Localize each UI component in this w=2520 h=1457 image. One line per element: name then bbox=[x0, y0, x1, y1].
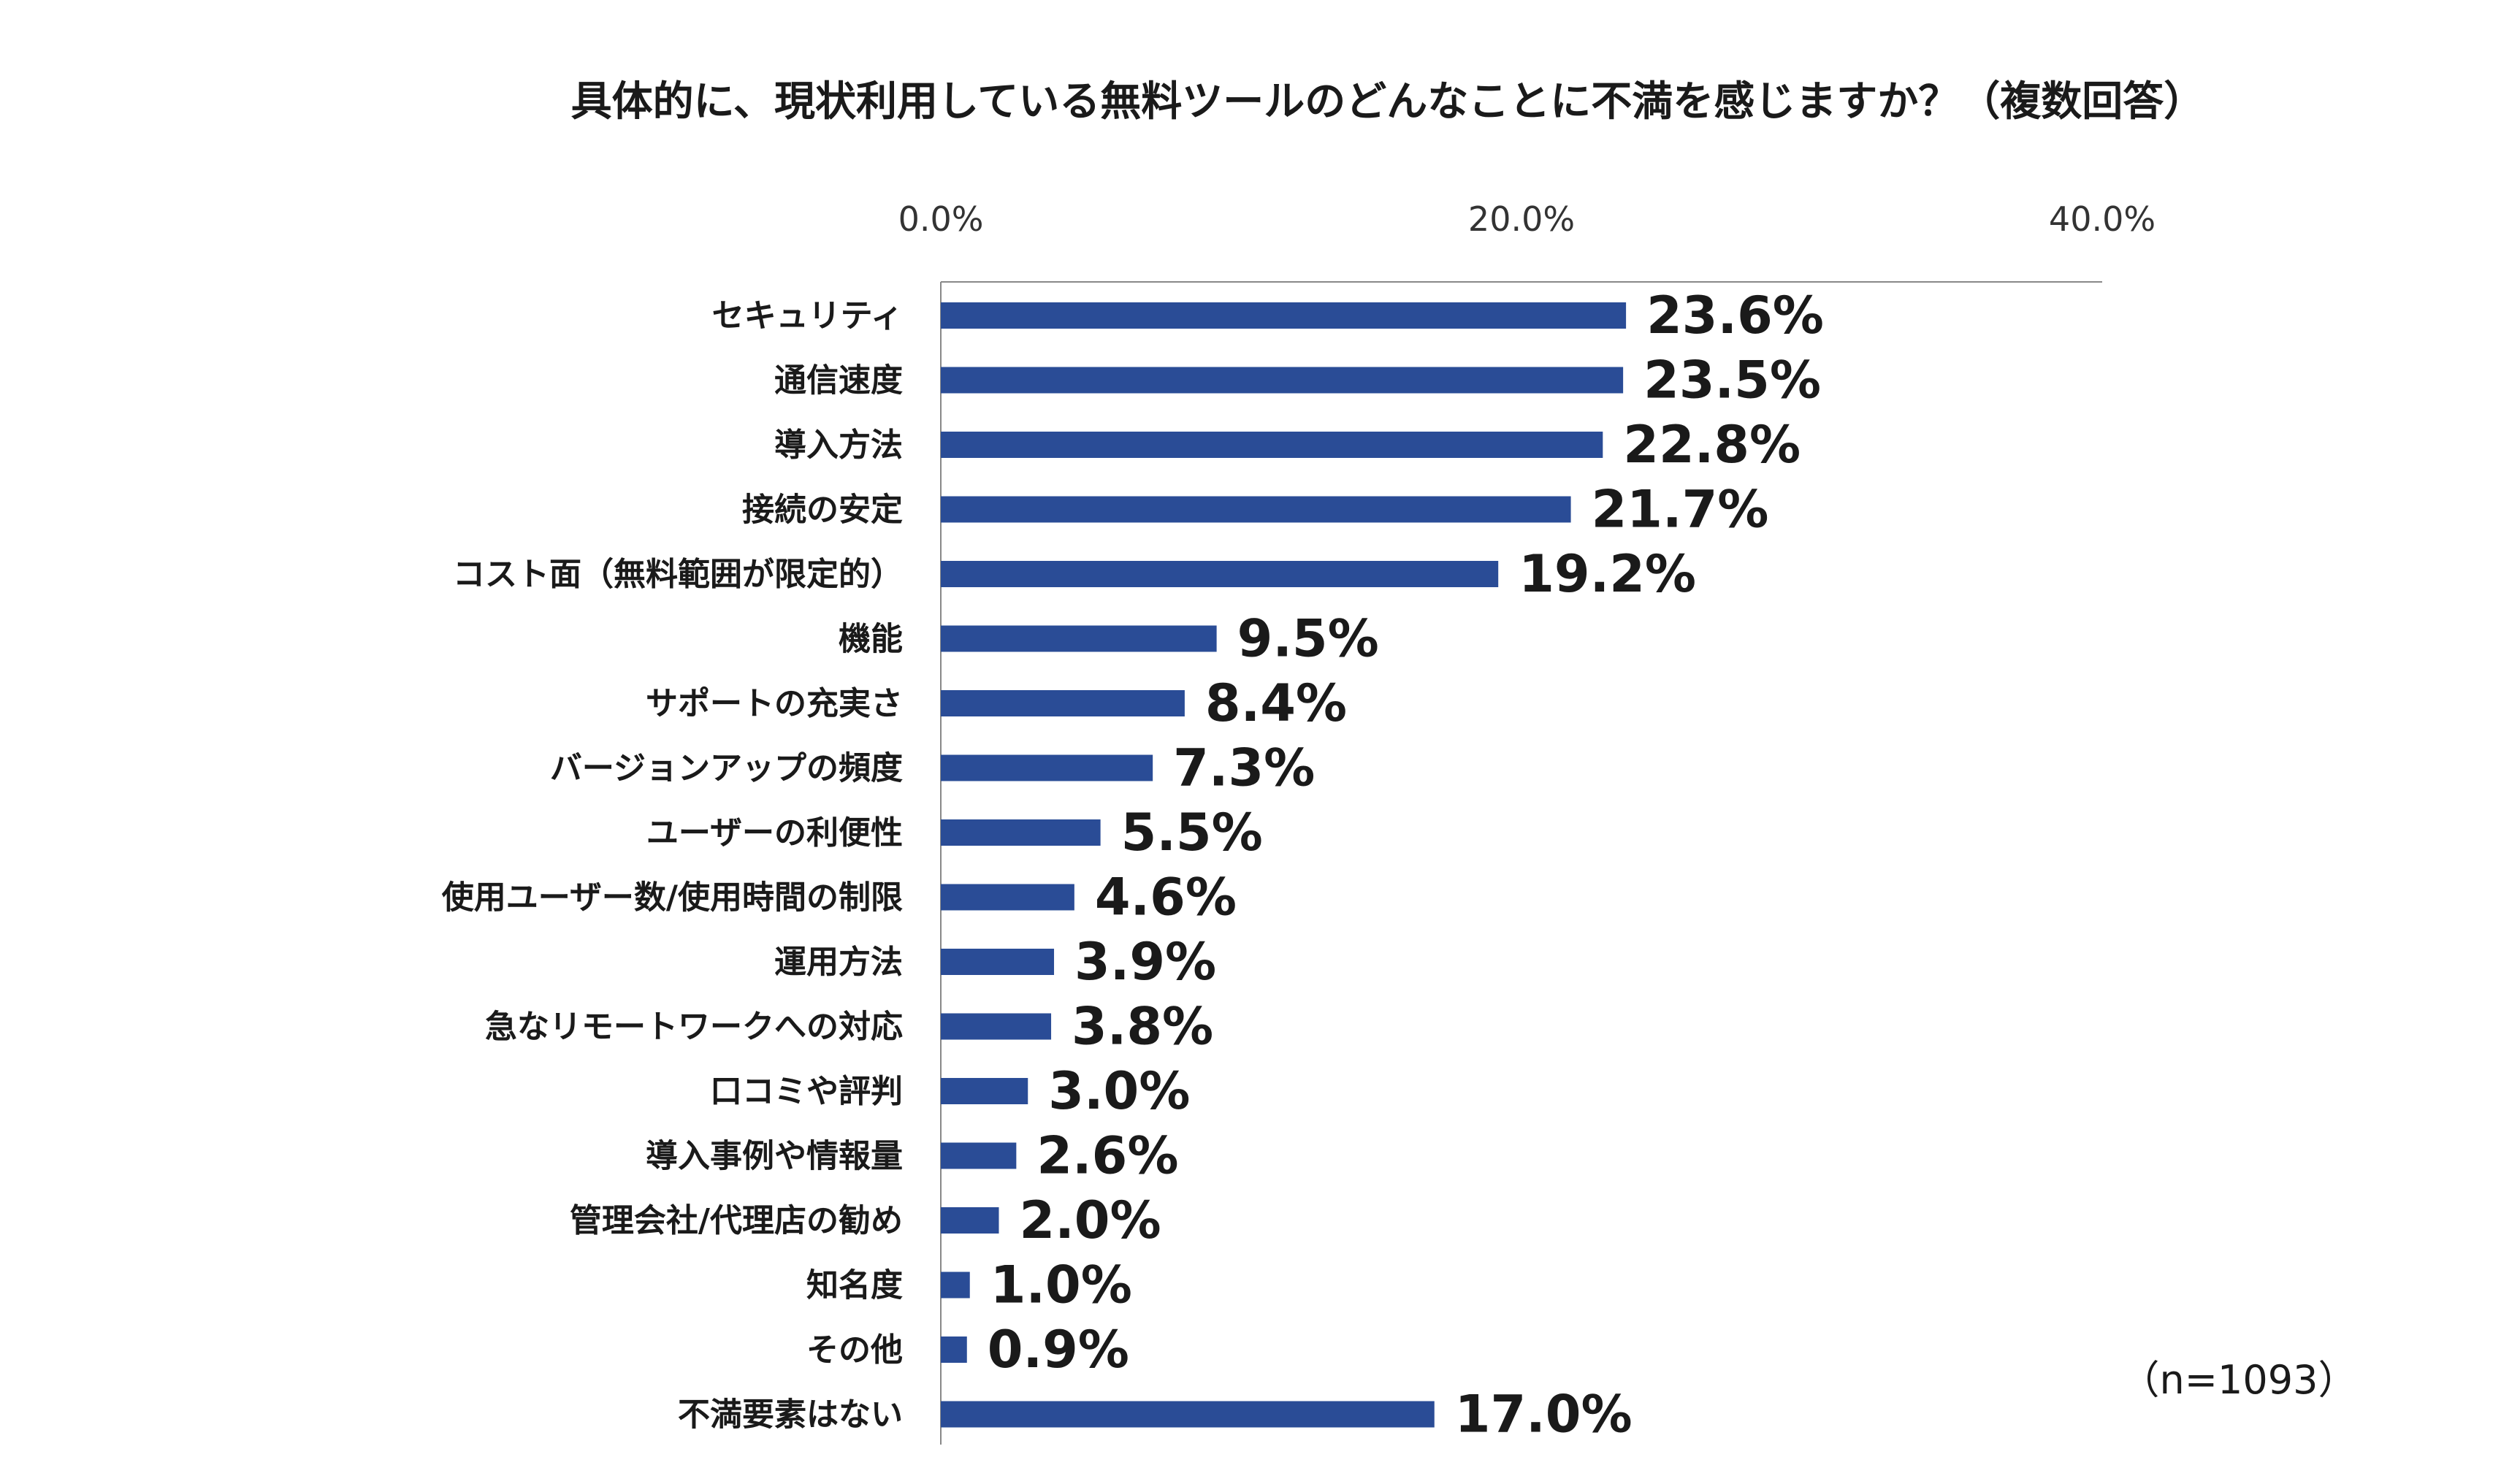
value-label: 2.0% bbox=[1020, 1190, 1161, 1250]
category-label: バージョンアップの頻度 bbox=[550, 750, 903, 787]
value-label: 3.8% bbox=[1072, 997, 1213, 1057]
value-label: 7.3% bbox=[1173, 738, 1315, 798]
category-label: サポートの充実さ bbox=[646, 685, 903, 722]
bar bbox=[941, 754, 1153, 781]
bar-row: 使用ユーザー数/使用時間の制限 4.6% bbox=[442, 868, 1237, 928]
bar bbox=[941, 1271, 970, 1299]
category-label: 急なリモートワークへの対応 bbox=[485, 1009, 903, 1046]
bar-row: ユーザーの利便性 5.5% bbox=[646, 803, 1263, 863]
bar bbox=[941, 1336, 967, 1363]
value-label: 8.4% bbox=[1205, 673, 1347, 733]
category-label: 使用ユーザー数/使用時間の制限 bbox=[442, 879, 903, 917]
bar bbox=[941, 1078, 1028, 1104]
category-label: 通信速度 bbox=[774, 362, 903, 399]
bar bbox=[941, 432, 1603, 458]
bar-row: バージョンアップの頻度 7.3% bbox=[550, 738, 1315, 798]
bar bbox=[941, 496, 1571, 523]
bar bbox=[941, 367, 1624, 394]
bar-row: 導入方法 22.8% bbox=[774, 415, 1801, 475]
category-label: 口コミや評判 bbox=[710, 1073, 903, 1110]
value-label: 2.6% bbox=[1036, 1126, 1178, 1186]
category-label: ユーザーの利便性 bbox=[646, 814, 903, 852]
value-label: 0.9% bbox=[988, 1320, 1129, 1380]
x-tick-label: 40.0% bbox=[2049, 199, 2156, 239]
category-label: 運用方法 bbox=[774, 944, 903, 981]
chart-title: 具体的に、現状利用している無料ツールのどんなことに不満を感じますか？（複数回答） bbox=[571, 78, 2205, 126]
category-label: 不満要素はない bbox=[678, 1396, 903, 1434]
bar-row: サポートの充実さ 8.4% bbox=[646, 673, 1347, 733]
bar-row: 運用方法 3.9% bbox=[774, 932, 1216, 992]
bar bbox=[941, 949, 1055, 975]
x-tick-label: 20.0% bbox=[1468, 199, 1575, 239]
bar-row: その他 0.9% bbox=[806, 1320, 1129, 1380]
value-label: 23.5% bbox=[1643, 351, 1821, 410]
value-label: 19.2% bbox=[1519, 544, 1696, 604]
bar bbox=[941, 819, 1101, 846]
value-label: 9.5% bbox=[1237, 609, 1379, 669]
category-label: 導入事例や情報量 bbox=[646, 1138, 903, 1175]
bar bbox=[941, 884, 1074, 911]
value-label: 17.0% bbox=[1455, 1385, 1633, 1445]
category-label: その他 bbox=[806, 1331, 903, 1369]
bar-row: セキュリティ 23.6% bbox=[712, 286, 1824, 345]
category-label: 知名度 bbox=[806, 1267, 903, 1304]
bar bbox=[941, 1013, 1052, 1040]
bar bbox=[941, 561, 1499, 587]
value-label: 3.0% bbox=[1048, 1061, 1190, 1121]
value-label: 3.9% bbox=[1074, 932, 1216, 992]
bar-row: 接続の安定 21.7% bbox=[742, 480, 1768, 540]
bar-row: 導入事例や情報量 2.6% bbox=[646, 1126, 1178, 1186]
category-label: 管理会社/代理店の勧め bbox=[570, 1202, 903, 1239]
bar bbox=[941, 625, 1217, 652]
x-tick-label: 0.0% bbox=[898, 199, 984, 239]
bar-row: 不満要素はない 17.0% bbox=[678, 1385, 1633, 1445]
bar bbox=[941, 302, 1627, 329]
value-label: 4.6% bbox=[1095, 868, 1237, 928]
bar bbox=[941, 1142, 1017, 1169]
value-label: 21.7% bbox=[1592, 480, 1769, 540]
bar-row: 通信速度 23.5% bbox=[774, 351, 1821, 410]
value-label: 23.6% bbox=[1646, 286, 1824, 345]
value-label: 1.0% bbox=[990, 1255, 1132, 1315]
category-label: セキュリティ bbox=[712, 297, 903, 334]
category-label: 接続の安定 bbox=[742, 492, 903, 529]
bar-row: 知名度 1.0% bbox=[806, 1255, 1132, 1315]
bar-row: 機能 9.5% bbox=[839, 609, 1379, 669]
category-label: コスト面（無料範囲が限定的） bbox=[453, 556, 903, 593]
bar bbox=[941, 690, 1185, 716]
bar bbox=[941, 1207, 999, 1234]
bar bbox=[941, 1401, 1435, 1428]
category-label: 機能 bbox=[839, 621, 903, 658]
value-label: 5.5% bbox=[1121, 803, 1263, 863]
value-label: 22.8% bbox=[1623, 415, 1801, 475]
bar-row: コスト面（無料範囲が限定的） 19.2% bbox=[453, 544, 1696, 604]
sample-size-note: （n=1093） bbox=[2120, 1357, 2358, 1403]
bar-row: 口コミや評判 3.0% bbox=[710, 1061, 1190, 1121]
bar-row: 急なリモートワークへの対応 3.8% bbox=[485, 997, 1213, 1057]
category-label: 導入方法 bbox=[774, 427, 903, 464]
bar-row: 管理会社/代理店の勧め 2.0% bbox=[570, 1190, 1161, 1250]
